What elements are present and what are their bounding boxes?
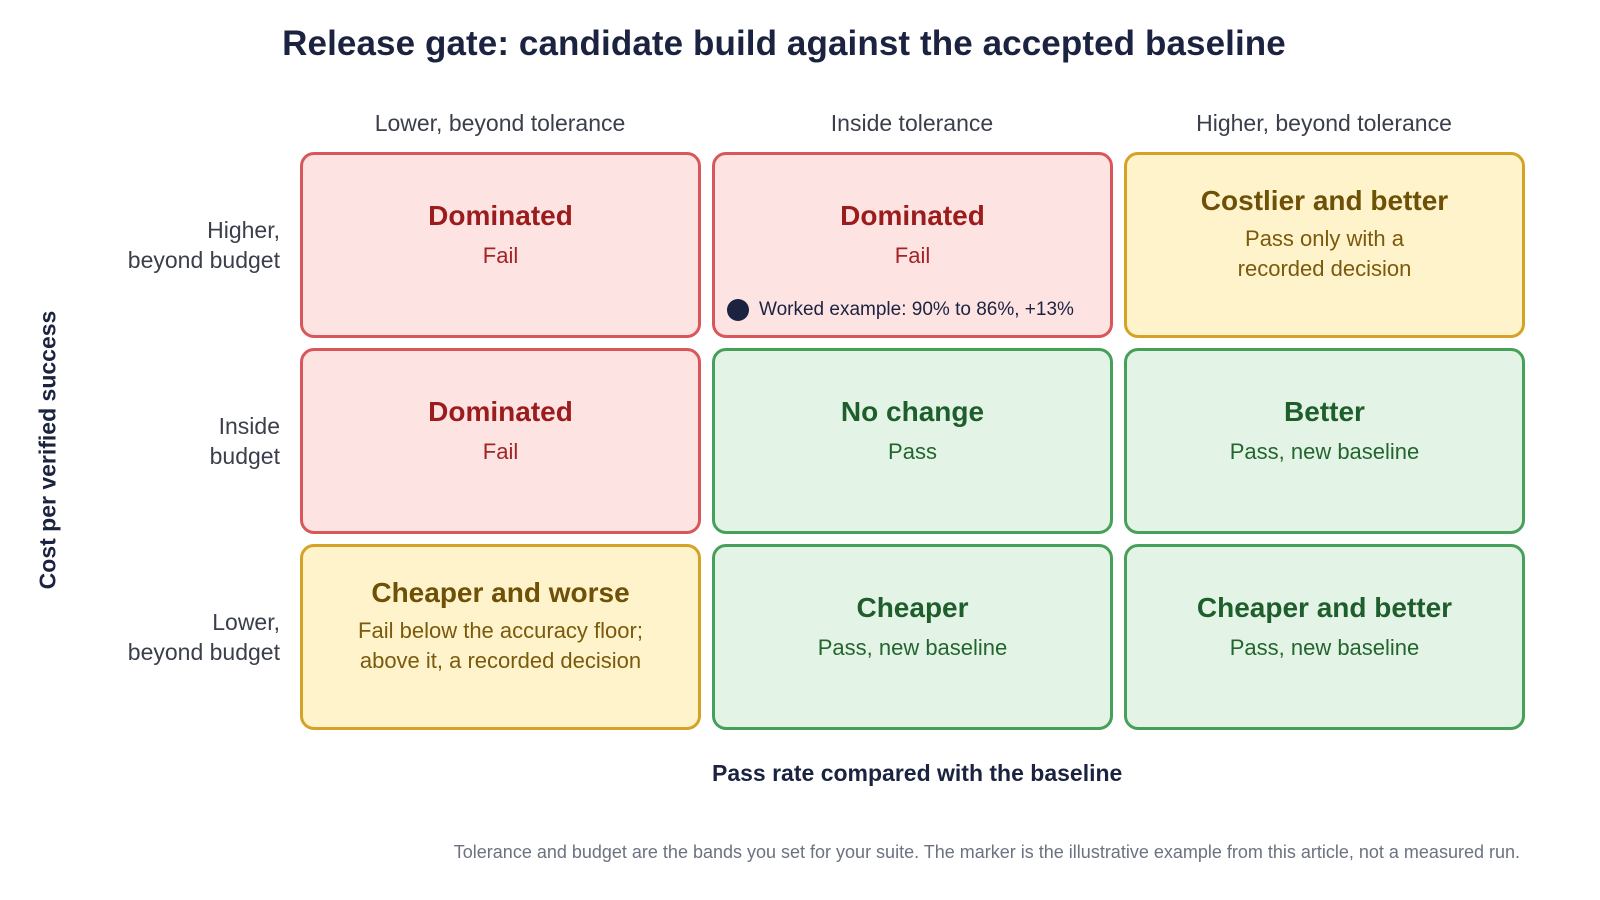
- cell-cheaper: Cheaper Pass, new baseline: [712, 544, 1113, 730]
- row-header-higher-line1: Higher,: [207, 217, 280, 243]
- filled-circle-icon: [727, 299, 749, 321]
- cell-verdict: Pass: [888, 439, 937, 464]
- row-header-higher: Higher, beyond budget: [40, 215, 280, 275]
- cell-verdict: Fail: [482, 243, 519, 268]
- cell-verdict-line: Pass only with a: [1245, 226, 1404, 251]
- cell-cheaper-and-worse: Cheaper and worse Fail below the accurac…: [300, 544, 701, 730]
- row-header-lower-line1: Lower,: [212, 609, 280, 635]
- cell-title: Better: [1284, 396, 1365, 427]
- cell-verdict: Fail: [482, 439, 519, 464]
- cell-verdict: Fail: [894, 243, 931, 268]
- x-axis-label-text: Pass rate compared with the baseline: [712, 760, 1123, 786]
- cell-verdict: Pass, new baseline: [817, 635, 1008, 660]
- row-header-lower-line2: beyond budget: [127, 639, 280, 665]
- worked-example-label: Worked example: 90% to 86%, +13%: [759, 299, 1074, 320]
- row-header-lower: Lower, beyond budget: [40, 607, 280, 667]
- cell-verdict: Fail below the accuracy floor; above it,…: [303, 616, 698, 676]
- row-header-inside: Inside budget: [40, 411, 280, 471]
- row-header-inside-line1: Inside: [218, 413, 280, 439]
- cell-title: Dominated: [840, 200, 985, 231]
- cell-title: Cheaper and worse: [371, 577, 630, 608]
- cell-dominated-inside-lower: Dominated Fail: [300, 348, 701, 534]
- cell-better: Better Pass, new baseline: [1124, 348, 1525, 534]
- cell-title: No change: [840, 396, 985, 427]
- cell-verdict: Pass only with a recorded decision: [1127, 224, 1522, 284]
- column-header-inside: Inside tolerance: [830, 110, 994, 136]
- cell-verdict: Pass, new baseline: [1229, 635, 1420, 660]
- row-header-inside-line2: budget: [209, 443, 280, 469]
- cell-title: Dominated: [428, 396, 573, 427]
- cell-title: Cheaper and better: [1196, 592, 1453, 623]
- cell-costlier-and-better: Costlier and better Pass only with a rec…: [1124, 152, 1525, 338]
- row-header-higher-line2: beyond budget: [127, 247, 280, 273]
- cell-verdict-line: above it, a recorded decision: [359, 648, 642, 673]
- column-header-lower: Lower, beyond tolerance: [374, 110, 626, 136]
- cell-title: Dominated: [428, 200, 573, 231]
- cell-title: Costlier and better: [1200, 185, 1449, 216]
- cell-title: Cheaper: [856, 592, 969, 623]
- page-title: Release gate: candidate build against th…: [0, 24, 1600, 64]
- footnote: Tolerance and budget are the bands you s…: [453, 842, 1520, 862]
- column-header-higher: Higher, beyond tolerance: [1196, 110, 1452, 136]
- cell-dominated-higher-inside: Dominated Fail Worked example: 90% to 86…: [712, 152, 1113, 338]
- y-axis-label: Cost per verified success: [34, 310, 61, 590]
- worked-example-marker: Worked example: 90% to 86%, +13%: [727, 299, 1074, 321]
- cell-no-change: No change Pass: [712, 348, 1113, 534]
- cell-cheaper-and-better: Cheaper and better Pass, new baseline: [1124, 544, 1525, 730]
- cell-verdict: Pass, new baseline: [1229, 439, 1420, 464]
- x-axis-label: Pass rate compared with the baseline: [712, 760, 1122, 787]
- page-title-text: Release gate: candidate build against th…: [282, 24, 1286, 63]
- cell-verdict-line: Fail below the accuracy floor;: [358, 618, 643, 643]
- cell-verdict-line: recorded decision: [1237, 256, 1412, 281]
- cell-dominated-higher-lower: Dominated Fail: [300, 152, 701, 338]
